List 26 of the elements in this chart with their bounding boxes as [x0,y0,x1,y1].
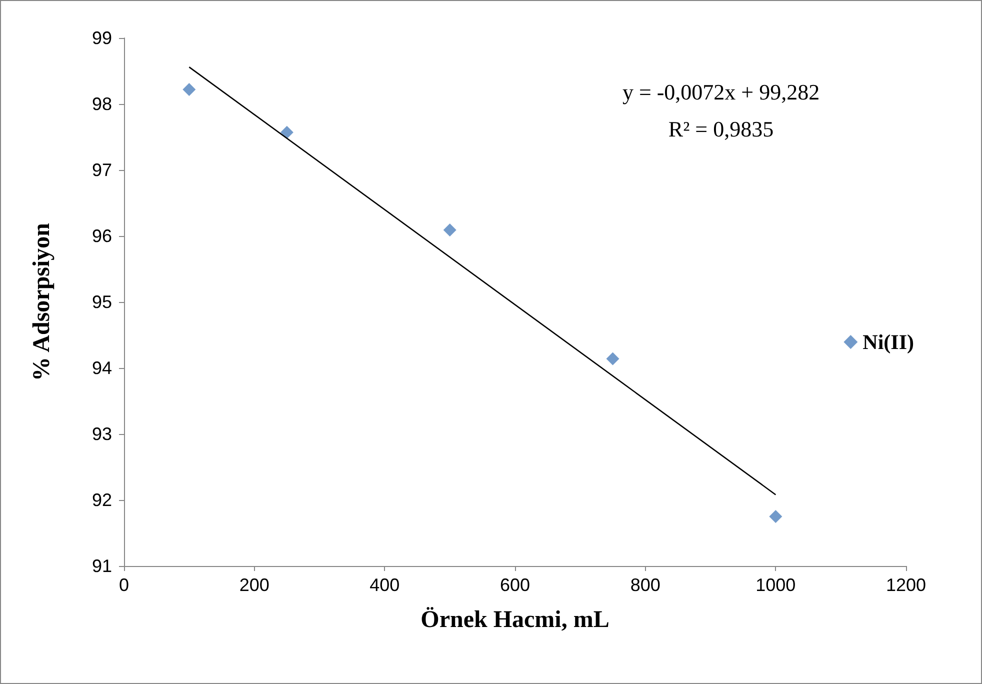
y-tick-label: 93 [92,424,112,444]
y-tick-label: 99 [92,28,112,48]
y-tick-label: 92 [92,490,112,510]
x-tick-label: 600 [500,575,530,595]
y-tick-label: 97 [92,160,112,180]
y-tick-label: 94 [92,358,112,378]
point [606,352,620,366]
point [443,224,456,237]
y-axis-title: % Adsorpsiyon [29,222,55,382]
legend-label: Ni(II) [862,330,914,354]
x-tick-label: 1000 [756,575,796,595]
annotation: R² = 0,9835 [668,116,774,142]
x-axis-title: Örnek Hacmi, mL [420,607,610,633]
point [280,126,294,139]
x-tick-label: 200 [239,575,270,595]
x-tick-label: 1200 [886,575,926,595]
y-tick-label: 96 [92,226,112,246]
x-tick-label: 800 [630,575,660,595]
y-tick-label: 98 [92,94,112,114]
y-tick-label: 95 [92,292,112,312]
y-tick-label: 91 [92,556,112,576]
x-tick-label: 0 [118,575,130,595]
point [769,510,782,523]
point [182,82,196,96]
annotation: y = -0,0072x + 99,282 [622,80,820,104]
x-tick-label: 400 [370,575,400,595]
